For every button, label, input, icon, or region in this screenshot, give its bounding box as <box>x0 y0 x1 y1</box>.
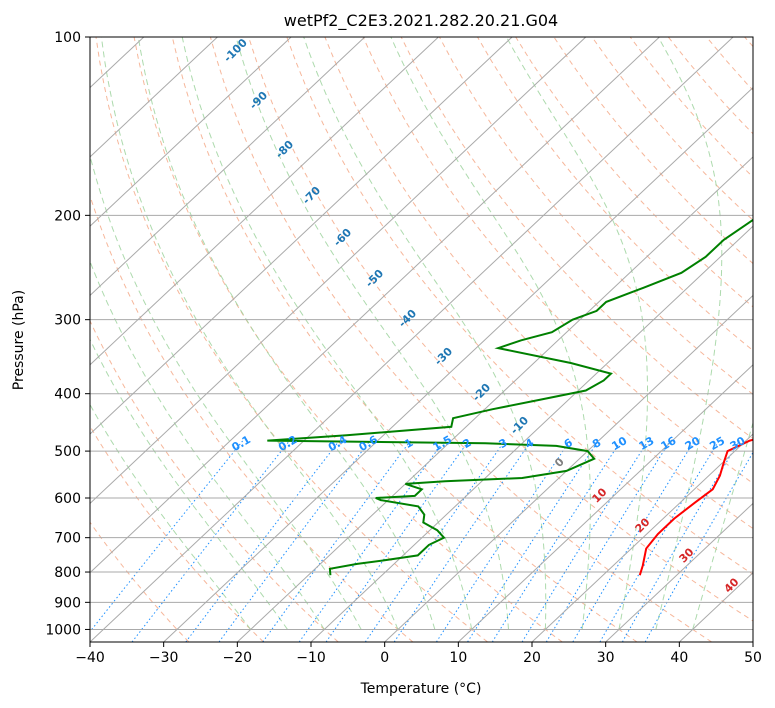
y-tick-label: 900 <box>54 595 81 611</box>
x-tick-label: −30 <box>149 650 179 666</box>
moist-adiabat <box>90 403 252 630</box>
x-tick-label: 40 <box>670 650 688 666</box>
mixing-ratio-line <box>572 440 695 642</box>
isotherm <box>752 641 753 642</box>
y-tick-label: 200 <box>54 208 81 224</box>
moist-adiabat <box>90 153 362 630</box>
isotherm <box>90 37 660 574</box>
mixing-ratio-line <box>599 440 720 642</box>
series-layer <box>267 218 753 576</box>
y-axis-label: Pressure (hPa) <box>11 290 27 390</box>
mixing-ratio-line <box>521 440 649 642</box>
isotherm <box>457 364 753 642</box>
y-tick-label: 400 <box>54 387 81 403</box>
plot-area <box>90 37 753 642</box>
mixing-ratio-line <box>435 440 571 642</box>
x-tick-label: 10 <box>449 650 467 666</box>
x-tick-label: −40 <box>75 650 105 666</box>
moist-adiabat <box>137 37 436 630</box>
x-tick-label: −20 <box>223 650 253 666</box>
x-axis-label: Temperature (°C) <box>360 681 482 697</box>
y-tick-label: 800 <box>54 565 81 581</box>
mixing-ratio-line <box>621 440 740 642</box>
x-tick-label: 20 <box>523 650 541 666</box>
mixing-ratio-line <box>545 440 671 642</box>
moist-adiabat <box>235 37 509 630</box>
dry-adiabat <box>133 37 563 642</box>
dry-adiabat <box>286 37 753 575</box>
dewpoint-line <box>267 218 753 576</box>
chart-title: wetPf2_C2E3.2021.282.20.21.G04 <box>284 11 558 31</box>
mixing-ratio-line <box>491 440 622 642</box>
isotherm <box>236 156 753 642</box>
plot-frame <box>89 36 754 643</box>
x-tick-label: 50 <box>744 650 762 666</box>
grid <box>90 37 753 642</box>
x-tick-label: −10 <box>296 650 326 666</box>
x-tick-label: 30 <box>597 650 615 666</box>
plot-background <box>90 37 753 642</box>
dry-adiabat <box>95 37 488 642</box>
x-axis: −40 −30 −20 −10 0 10 20 30 40 50 <box>75 642 762 666</box>
isotherm <box>90 37 366 297</box>
moist-adiabat <box>655 37 723 630</box>
mixing-ratio-line <box>467 440 599 642</box>
dry-adiabat <box>438 37 753 395</box>
temperature-line <box>638 438 753 576</box>
isotherm <box>605 502 753 642</box>
y-axis: 100 200 300 400 500 600 700 800 900 1000 <box>45 30 90 638</box>
moist-adiabat <box>90 338 288 630</box>
isotherm <box>90 37 218 158</box>
mixing-ratio-line <box>131 440 290 642</box>
x-tick-label: 0 <box>380 650 389 666</box>
moist-adiabat <box>692 421 753 630</box>
dry-adiabat <box>248 37 753 622</box>
mixing-ratio-line <box>218 440 371 642</box>
moist-adiabat <box>90 260 325 630</box>
dry-adiabat <box>171 37 638 642</box>
dry-adiabat <box>477 37 753 352</box>
isotherm <box>90 37 439 366</box>
mixing-ratio-line <box>364 440 506 642</box>
moist-adiabat <box>390 37 591 630</box>
isotherm <box>531 433 753 642</box>
dry-adiabat <box>90 194 414 642</box>
y-tick-label: 500 <box>54 444 81 460</box>
isotherm <box>163 86 753 642</box>
moist-adiabat <box>505 37 648 630</box>
isotherm <box>90 37 734 642</box>
isotherm <box>90 37 292 227</box>
y-tick-label: 700 <box>54 531 81 547</box>
y-tick-label: 600 <box>54 491 81 507</box>
y-tick-label: 1000 <box>45 622 81 638</box>
moist-adiabat <box>100 37 399 630</box>
isotherm <box>90 37 513 435</box>
dry-adiabat <box>90 521 190 642</box>
mixing-ratio-line <box>90 440 244 633</box>
isotherm <box>90 37 587 505</box>
mixing-ratio-line <box>298 440 445 642</box>
y-tick-label: 100 <box>54 30 81 46</box>
y-tick-label: 300 <box>54 313 81 329</box>
isotherm <box>310 225 753 642</box>
mixing-ratio-line <box>644 451 753 642</box>
isotherm <box>384 294 753 642</box>
mixing-ratio-line <box>262 440 411 642</box>
